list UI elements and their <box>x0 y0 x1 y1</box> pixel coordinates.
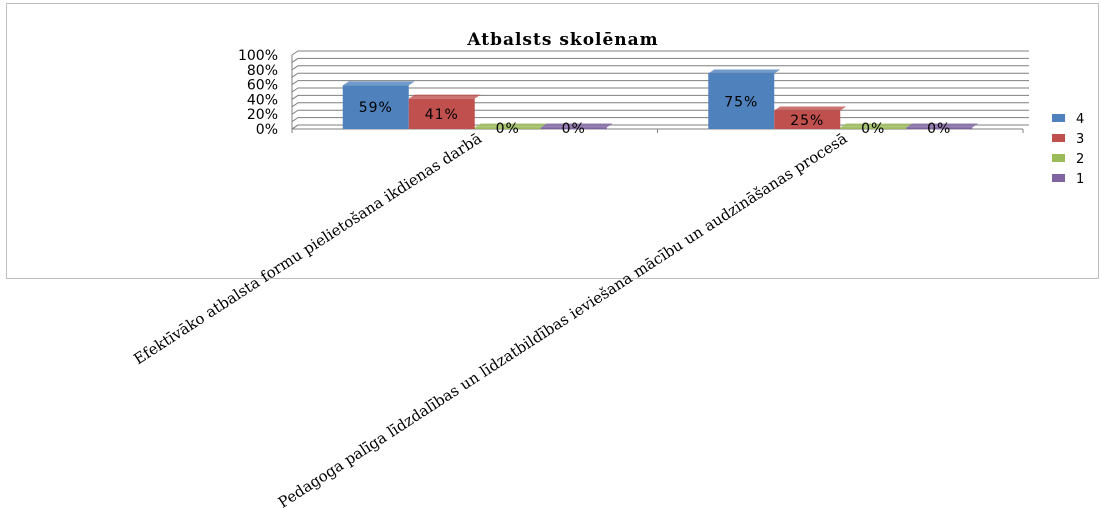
y-axis-ticks: 0%20%40%60%80%100% <box>238 48 278 138</box>
data-labels: 59% 41% 0% 0% 75% 25% 0% 0% <box>359 94 951 137</box>
data-label: 25% <box>790 113 824 129</box>
gridline <box>291 80 1029 86</box>
legend-label: 3 <box>1076 132 1084 147</box>
bar <box>906 127 973 129</box>
bar <box>342 85 409 129</box>
gridline <box>291 72 1029 78</box>
legend-label: 4 <box>1076 112 1084 127</box>
legend-swatch <box>1052 154 1065 162</box>
data-label: 0% <box>496 121 520 137</box>
data-label: 59% <box>359 100 393 116</box>
legend-swatch <box>1052 174 1065 182</box>
bar <box>774 110 841 129</box>
data-label: 0% <box>861 121 885 137</box>
gridline <box>291 57 1029 63</box>
data-label: 0% <box>927 121 951 137</box>
bar-top <box>474 123 547 128</box>
bar <box>708 73 775 129</box>
legend-swatch <box>1052 114 1065 122</box>
gridline <box>291 50 1029 56</box>
bar-top <box>342 81 415 86</box>
legend-swatch <box>1052 134 1065 142</box>
gridline <box>291 65 1029 71</box>
y-tick-label: 40% <box>247 92 278 108</box>
y-tick-label: 100% <box>238 48 278 64</box>
bar <box>474 127 541 129</box>
y-tick-label: 0% <box>256 122 278 138</box>
y-tick-label: 20% <box>247 107 278 123</box>
data-label: 41% <box>425 107 459 123</box>
category-label: Pedagoga palīga līdzdalības un līdzatbil… <box>275 129 851 508</box>
bar-top <box>708 69 781 74</box>
chart-title: Atbalsts skolēnam <box>466 30 658 50</box>
bar <box>408 98 475 129</box>
legend-label: 2 <box>1076 152 1084 167</box>
x-axis-categories: Efektīvāko atbalsta formu pielietošana i… <box>130 129 850 508</box>
data-label: 75% <box>724 94 758 110</box>
bar <box>540 127 607 129</box>
category-label: Efektīvāko atbalsta formu pielietošana i… <box>130 129 485 368</box>
gridline <box>291 94 1029 100</box>
legend: 4 3 2 1 <box>1052 112 1084 187</box>
gridline <box>291 102 1029 108</box>
y-tick-label: 60% <box>247 78 278 94</box>
bar-top <box>774 106 847 111</box>
bar <box>840 127 907 129</box>
bar-top <box>906 123 979 128</box>
data-label: 0% <box>562 121 586 137</box>
bar-top <box>840 123 913 128</box>
legend-label: 1 <box>1076 172 1084 187</box>
bar-top <box>540 123 613 128</box>
chart-frame <box>6 3 1099 279</box>
bars <box>342 69 979 129</box>
gridline <box>291 87 1029 93</box>
y-tick-label: 80% <box>247 63 278 79</box>
bar-top <box>408 94 481 99</box>
